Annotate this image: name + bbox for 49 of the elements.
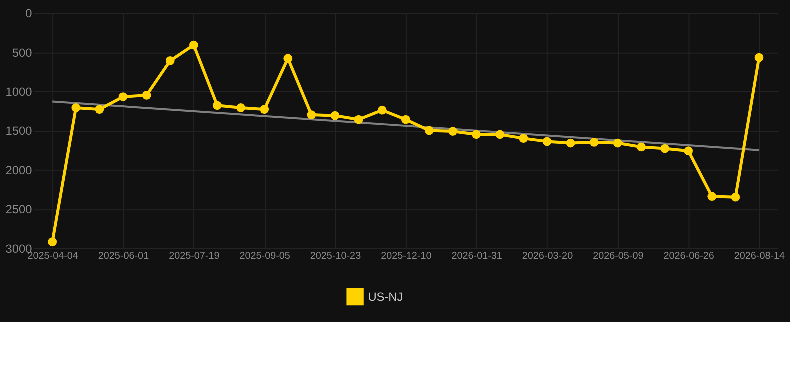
point [213,101,222,110]
legend-label: US-NJ [368,290,404,304]
point [566,138,576,148]
point [448,127,458,136]
point [354,115,364,124]
point [590,138,599,147]
point [189,40,198,50]
point [166,56,175,66]
point [118,92,128,102]
x-tick-label: 2025-09-05 [240,250,291,262]
y-tick-label: 1000 [6,84,33,99]
x-tick-label: 2026-06-26 [664,250,715,262]
x-tick-label: 2026-01-31 [452,250,503,262]
y-tick-label: 2500 [6,202,33,217]
point [660,144,670,154]
point [330,111,340,120]
y-tick-label: 0 [26,6,33,21]
point [307,110,316,120]
x-tick-label: 2026-03-20 [522,250,574,262]
point [613,138,622,148]
point [731,192,740,202]
point [236,104,246,112]
point [425,126,434,136]
point [401,115,410,124]
point [637,142,646,152]
point [684,146,694,156]
x-tick-label: 2025-10-23 [310,250,362,262]
point [48,238,58,246]
point [708,192,717,202]
point [472,130,482,140]
x-tick-label: 2025-12-10 [381,250,432,262]
x-tick-label: 2025-07-19 [169,250,220,262]
y-tick-label: 2000 [6,163,33,178]
point [378,106,387,115]
x-tick-label: 2025-04-04 [28,250,79,262]
point [72,104,81,112]
point [142,91,152,100]
point [519,134,528,143]
point [754,53,764,62]
point [284,54,293,64]
point [95,105,104,114]
point [542,137,552,146]
x-tick-label: 2025-06-01 [98,250,150,262]
x-tick-label: 2026-08-14 [734,250,786,262]
point [496,130,505,140]
point [260,105,270,114]
y-tick-label: 1500 [6,124,33,138]
x-tick-label: 2026-05-09 [593,250,644,262]
y-tick-label: 500 [12,46,33,60]
